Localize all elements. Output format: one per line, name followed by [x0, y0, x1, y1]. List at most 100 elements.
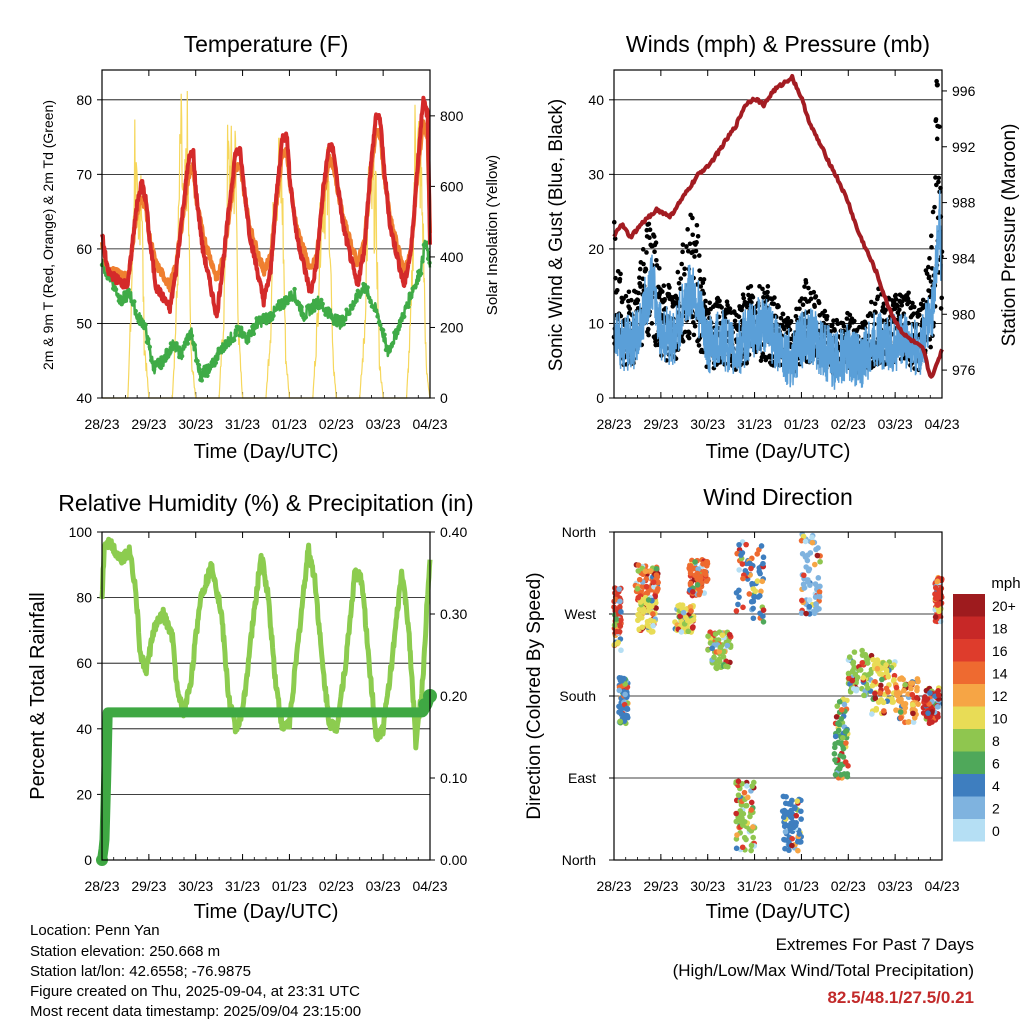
gust-point — [724, 299, 730, 305]
humidity-ytick-label: 0 — [84, 852, 92, 868]
dewpoint-series-point — [340, 314, 345, 319]
direction-point — [846, 654, 853, 660]
dewpoint-series-point — [186, 336, 192, 341]
direction-xtick-label: 04/23 — [924, 878, 959, 894]
gust-point — [760, 286, 765, 292]
direction-point — [688, 618, 695, 624]
direction-point — [831, 751, 838, 757]
colorbar-swatch — [953, 639, 985, 662]
gust-point — [646, 221, 652, 227]
humidity-xtick-label: 29/23 — [131, 878, 166, 894]
direction-point — [789, 797, 795, 804]
direction-point — [635, 594, 642, 601]
gust-point — [911, 311, 916, 317]
gust-point — [926, 274, 932, 280]
direction-point — [701, 568, 707, 575]
gust-point — [637, 275, 642, 280]
gust-point — [690, 215, 695, 221]
gust-point — [662, 296, 667, 302]
direction-point — [621, 675, 627, 682]
direction-point — [733, 608, 740, 614]
direction-point — [782, 828, 789, 835]
gust-point — [640, 247, 646, 252]
dewpoint-series-point — [300, 311, 306, 317]
temperature-ytick-right-label: 600 — [440, 178, 464, 194]
direction-point — [748, 565, 754, 572]
gust-point — [869, 299, 874, 305]
direction-point — [722, 663, 729, 670]
winds-ylabel-right: Station Pressure (Maroon) — [999, 124, 1020, 347]
gust-point — [691, 320, 696, 325]
gust-point — [934, 82, 940, 88]
gust-point — [844, 316, 850, 321]
winds-xtick-label: 04/23 — [924, 416, 959, 432]
dewpoint-series-point — [373, 308, 379, 314]
direction-point — [690, 588, 696, 595]
gust-point — [635, 297, 641, 303]
direction-point — [617, 598, 623, 605]
gust-point — [917, 312, 922, 318]
humidity-xtick-label: 03/23 — [366, 878, 401, 894]
direction-point — [744, 794, 751, 801]
colorbar-label: 14 — [992, 666, 1008, 682]
direction-point — [850, 659, 857, 666]
direction-point — [813, 546, 819, 553]
direction-point — [929, 719, 935, 725]
direction-point — [877, 690, 884, 696]
dewpoint-series-point — [222, 347, 227, 352]
gust-point — [772, 295, 777, 300]
gust-point — [694, 222, 700, 228]
gust-point — [757, 284, 762, 289]
station-pressure-series — [612, 73, 944, 379]
dewpoint-series-point — [316, 305, 321, 311]
dewpoint-series-point — [378, 322, 383, 328]
direction-point — [898, 715, 904, 721]
dewpoint-series-point — [241, 331, 247, 336]
winds-xtick-label: 29/23 — [643, 416, 678, 432]
gust-point — [793, 313, 799, 319]
temperature-xtick-label: 31/23 — [225, 416, 260, 432]
direction-ytick-label: East — [568, 770, 596, 786]
direction-point — [832, 733, 839, 740]
gust-point — [785, 315, 791, 321]
winds-ytick-label: 10 — [588, 315, 604, 331]
direction-point — [915, 701, 921, 707]
direction-point — [639, 624, 646, 631]
dewpoint-series-point — [355, 288, 361, 293]
temperature-xtick-label: 28/23 — [84, 416, 119, 432]
winds-title: Winds (mph) & Pressure (mb) — [626, 31, 930, 57]
direction-point — [715, 663, 722, 670]
colorbar-swatch — [953, 684, 985, 707]
extremes-values: 82.5/48.1/27.5/0.21 — [827, 988, 974, 1007]
temperature-panel: 28/23 29/23 30/23 31/23 01/23 02/23 03/23 04/23… — [76, 69, 464, 432]
colorbar-swatch — [953, 774, 985, 797]
gust-point — [646, 332, 651, 338]
dewpoint-series-point — [350, 306, 355, 311]
gust-point — [788, 319, 794, 324]
dewpoint-series-point — [167, 349, 172, 355]
gust-point — [707, 300, 713, 306]
dewpoint-series-point — [260, 319, 265, 324]
dewpoint-series-point — [245, 339, 251, 344]
gust-point — [661, 283, 667, 289]
gust-point — [816, 300, 822, 306]
gust-point — [641, 261, 646, 267]
gust-point — [761, 294, 766, 300]
gust-point — [706, 310, 711, 316]
gust-point — [824, 313, 830, 319]
direction-point — [724, 642, 731, 649]
gust-point — [776, 304, 781, 309]
direction-point — [936, 692, 942, 698]
dewpoint-series-point — [393, 331, 398, 336]
gust-point — [778, 315, 784, 321]
gust-point — [618, 271, 623, 277]
direction-point — [872, 695, 879, 702]
dewpoint-series-point — [352, 300, 358, 305]
winds-xtick-label: 03/23 — [878, 416, 913, 432]
dewpoint-series-point — [375, 314, 380, 319]
gust-point — [822, 308, 828, 314]
direction-point — [692, 559, 698, 565]
direction-point — [650, 579, 657, 586]
gust-point — [893, 296, 899, 302]
dewpoint-series-point — [327, 309, 332, 315]
